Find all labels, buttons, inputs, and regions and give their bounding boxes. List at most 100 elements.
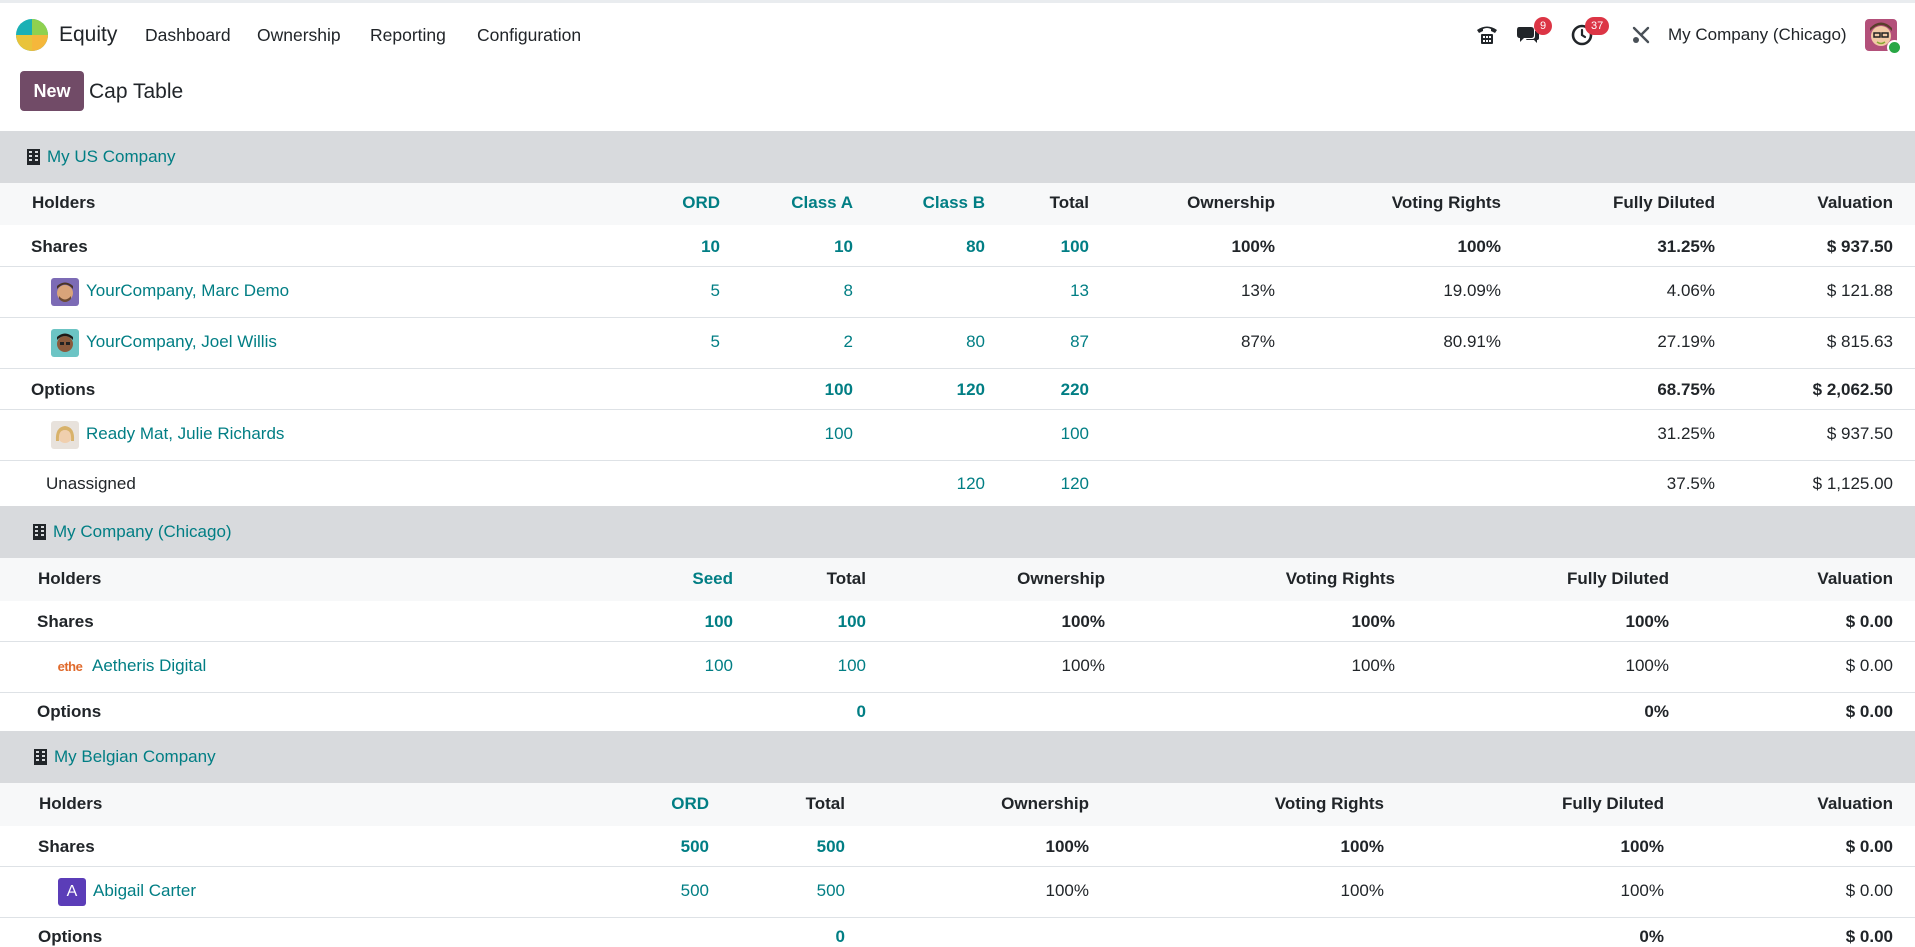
unassigned-class-b[interactable]: 120 <box>956 474 985 493</box>
company-name-link[interactable]: My Belgian Company <box>54 747 216 766</box>
messages-icon[interactable] <box>1516 25 1540 45</box>
phone-icon[interactable] <box>1475 24 1499 46</box>
col-holders: Holders <box>32 193 96 212</box>
holder-class-a[interactable]: 8 <box>843 281 853 300</box>
building-icon <box>34 749 47 765</box>
unassigned-row: Unassigned 120 120 37.5% $ 1,125.00 <box>0 461 1915 506</box>
options-class-a[interactable]: 100 <box>824 380 853 399</box>
menu-ownership[interactable]: Ownership <box>257 25 341 45</box>
holder-avatar <box>51 329 79 357</box>
holder-total[interactable]: 87 <box>1070 332 1089 351</box>
col-ord[interactable]: ORD <box>682 193 720 212</box>
shares-total[interactable]: 500 <box>816 837 845 856</box>
options-total[interactable]: 0 <box>835 927 845 946</box>
holder-ord[interactable]: 5 <box>710 332 720 351</box>
menu-reporting[interactable]: Reporting <box>370 25 446 45</box>
shares-ownership: 100% <box>1045 837 1089 856</box>
menu-configuration[interactable]: Configuration <box>477 25 582 45</box>
online-status-dot <box>1887 40 1902 55</box>
shares-ownership: 100% <box>1231 237 1275 256</box>
shares-ord[interactable]: 10 <box>701 237 720 256</box>
company-section-header: My Belgian Company <box>0 731 1915 783</box>
options-total[interactable]: 0 <box>856 702 866 721</box>
holder-diluted: 4.06% <box>1666 281 1715 300</box>
col-seed[interactable]: Seed <box>692 569 733 588</box>
col-voting-rights: Voting Rights <box>1285 569 1395 588</box>
holder-class-b[interactable]: 80 <box>966 332 985 351</box>
unassigned-diluted: 37.5% <box>1666 474 1715 493</box>
holder-ord[interactable]: 5 <box>710 281 720 300</box>
shares-valuation: $ 937.50 <box>1826 237 1893 256</box>
holder-class-a[interactable]: 100 <box>824 424 853 443</box>
shares-label: Shares <box>38 837 95 856</box>
col-ord[interactable]: ORD <box>671 794 709 813</box>
shares-label: Shares <box>31 237 88 256</box>
options-row: Options 100 120 220 68.75% $ 2,062.50 <box>0 369 1915 410</box>
holder-name-link[interactable]: YourCompany, Joel Willis <box>86 332 277 351</box>
options-valuation: $ 2,062.50 <box>1812 380 1893 399</box>
holder-ownership: 100% <box>1061 656 1105 675</box>
shares-ownership: 100% <box>1061 612 1105 631</box>
shares-diluted: 100% <box>1620 837 1664 856</box>
shares-seed[interactable]: 100 <box>704 612 733 631</box>
options-total[interactable]: 220 <box>1060 380 1089 399</box>
unassigned-total[interactable]: 120 <box>1060 474 1089 493</box>
activity-clock-icon[interactable] <box>1571 24 1593 46</box>
holder-avatar <box>51 278 79 306</box>
holder-row: YourCompany, Marc Demo 5 8 13 13% 19.09%… <box>0 267 1915 318</box>
holder-ownership: 100% <box>1045 881 1089 900</box>
holder-name-link[interactable]: Ready Mat, Julie Richards <box>86 424 285 443</box>
col-valuation: Valuation <box>1817 794 1893 813</box>
col-valuation: Valuation <box>1817 193 1893 212</box>
holder-total[interactable]: 100 <box>1060 424 1089 443</box>
holder-ord[interactable]: 500 <box>680 881 709 900</box>
messages-badge: 9 <box>1534 17 1553 35</box>
app-name[interactable]: Equity <box>59 23 118 46</box>
shares-ord[interactable]: 500 <box>680 837 709 856</box>
building-icon <box>27 149 40 165</box>
holder-row: YourCompany, Joel Willis 5 2 80 87 87% 8… <box>0 318 1915 369</box>
holder-total[interactable]: 500 <box>816 881 845 900</box>
options-label: Options <box>31 380 96 399</box>
col-voting-rights: Voting Rights <box>1391 193 1501 212</box>
holder-name-link[interactable]: Abigail Carter <box>93 881 196 900</box>
holder-ownership: 87% <box>1240 332 1275 351</box>
col-ownership: Ownership <box>1001 794 1089 813</box>
shares-valuation: $ 0.00 <box>1845 612 1893 631</box>
col-voting-rights: Voting Rights <box>1274 794 1384 813</box>
col-fully-diluted: Fully Diluted <box>1613 193 1715 212</box>
shares-diluted: 31.25% <box>1657 237 1715 256</box>
holder-total[interactable]: 13 <box>1070 281 1089 300</box>
shares-total[interactable]: 100 <box>1060 237 1089 256</box>
holder-name-link[interactable]: Aetheris Digital <box>92 656 207 675</box>
building-icon <box>33 524 46 540</box>
col-class-a[interactable]: Class A <box>791 193 853 212</box>
shares-voting: 100% <box>1457 237 1501 256</box>
holder-initial-avatar: A <box>58 878 86 906</box>
col-class-b[interactable]: Class B <box>922 193 985 212</box>
shares-class-b[interactable]: 80 <box>966 237 985 256</box>
holder-row: A Abigail Carter 500 500 100% 100% 100% … <box>0 867 1915 918</box>
debug-tools-icon[interactable] <box>1632 26 1650 44</box>
menu-dashboard[interactable]: Dashboard <box>145 25 231 45</box>
activities-badge: 37 <box>1585 17 1610 35</box>
holder-valuation: $ 121.88 <box>1826 281 1893 300</box>
holder-class-a[interactable]: 2 <box>843 332 853 351</box>
company-name-link[interactable]: My US Company <box>47 147 176 166</box>
new-button[interactable]: New <box>20 71 84 111</box>
col-total: Total <box>805 794 845 813</box>
shares-total[interactable]: 100 <box>837 612 866 631</box>
holder-total[interactable]: 100 <box>837 656 866 675</box>
holder-name-link[interactable]: YourCompany, Marc Demo <box>86 281 290 300</box>
company-name-link[interactable]: My Company (Chicago) <box>53 522 232 541</box>
options-class-b[interactable]: 120 <box>956 380 985 399</box>
col-total: Total <box>1049 193 1089 212</box>
shares-row: Shares 100 100 100% 100% 100% $ 0.00 <box>0 601 1915 642</box>
table-header-row: Holders ORD Total Ownership Voting Right… <box>0 783 1915 826</box>
holder-voting: 100% <box>1351 656 1395 675</box>
holder-seed[interactable]: 100 <box>704 656 733 675</box>
shares-class-a[interactable]: 10 <box>834 237 853 256</box>
company-switcher[interactable]: My Company (Chicago) <box>1668 25 1847 44</box>
holder-valuation: $ 815.63 <box>1826 332 1893 351</box>
equity-app-icon[interactable] <box>15 18 49 52</box>
